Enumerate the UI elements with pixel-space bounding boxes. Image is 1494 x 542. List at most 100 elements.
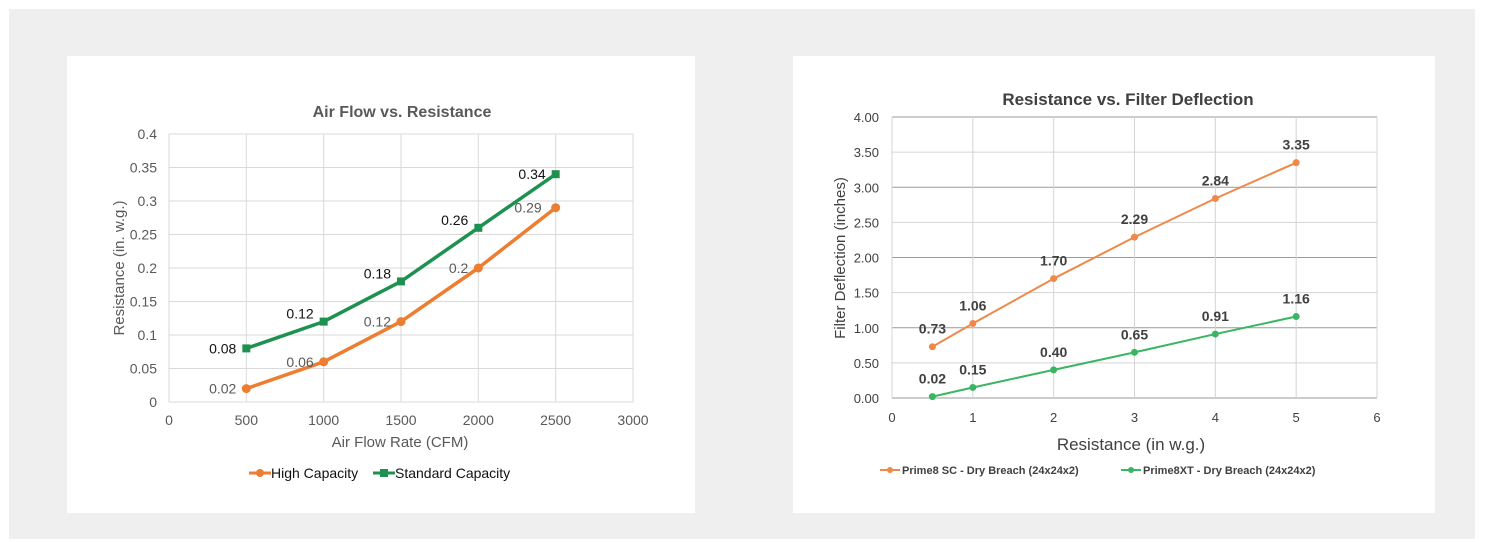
data-point-marker — [242, 344, 251, 353]
legend-label: Prime8 SC - Dry Breach (24x24x2) — [902, 465, 1079, 477]
series-lines — [928, 159, 1300, 401]
data-point-marker — [1211, 330, 1219, 338]
data-label: 0.12 — [364, 314, 391, 330]
y-tick-label: 0.3 — [138, 193, 158, 209]
data-label: 0.73 — [919, 321, 946, 337]
chart-title: Air Flow vs. Resistance — [313, 104, 492, 121]
y-tick-label: 2.50 — [854, 215, 879, 230]
page-background: Air Flow vs. Resistance 0 0.05 0.1 0.15 0.2 0… — [9, 9, 1475, 539]
data-label: 1.06 — [959, 298, 986, 314]
data-point-marker — [241, 384, 251, 394]
series-line-1 — [931, 161, 1297, 348]
airflow-resistance-chart: Air Flow vs. Resistance 00.050.10.150.20… — [111, 104, 649, 481]
grid — [168, 133, 634, 403]
data-labels: 0.02 0.06 0.12 0.2 0.29 0.08 0.12 0.18 0.26 0.34 — [209, 166, 546, 396]
y-tick-labels: 0.00 0.50 1.00 1.50 2.00 2.50 3.00 3.50 4.00 — [854, 110, 879, 406]
x-tick-label: 4 — [1212, 410, 1219, 425]
x-tick-label: 1000 — [308, 412, 339, 428]
data-point-marker — [1131, 348, 1138, 356]
x-tick-label: 2500 — [540, 412, 571, 428]
deflection-chart-card: Resistance vs. Filter Deflection 0.00 0.5… — [793, 56, 1435, 513]
y-tick-label: 0.1 — [138, 327, 158, 343]
y-tick-label: 3.00 — [854, 180, 879, 195]
y-tick-label: 0.05 — [130, 361, 157, 377]
legend-label: Standard Capacity — [395, 465, 510, 481]
x-tick-label: 1500 — [385, 412, 416, 428]
x-tick-label: 6 — [1373, 410, 1380, 425]
data-labels: 0.73 1.06 1.70 2.29 2.84 3.35 0.02 0.15 0.40 0.65… — [919, 137, 1310, 387]
data-point-marker — [1131, 233, 1138, 241]
y-axis-label: Filter Deflection (inches) — [832, 177, 849, 339]
chart-title: Resistance vs. Filter Deflection — [1002, 90, 1253, 109]
legend-label: High Capacity — [271, 465, 358, 481]
x-tick-labels: 0 1 2 3 4 5 6 — [888, 410, 1380, 425]
y-tick-label: 1.00 — [854, 321, 879, 336]
data-label: 0.65 — [1121, 326, 1148, 342]
legend: Prime8 SC - Dry Breach (24x24x2) Prime8XT… — [880, 465, 1316, 477]
y-axis-label: Resistance (in. w.g.) — [111, 200, 128, 335]
y-tick-label: 0.4 — [138, 126, 158, 142]
data-point-marker — [928, 343, 936, 351]
data-point-marker — [969, 383, 977, 391]
data-point-marker — [969, 320, 977, 328]
legend: High Capacity Standard Capacity — [249, 465, 510, 481]
series-line-2 — [932, 315, 1297, 398]
data-label: 0.91 — [1202, 308, 1229, 324]
x-tick-label: 1 — [969, 410, 976, 425]
y-tick-label: 0.2 — [138, 260, 158, 276]
x-axis-label: Air Flow Rate (CFM) — [332, 434, 469, 451]
data-label: 0.29 — [514, 200, 541, 216]
data-point-marker — [551, 203, 561, 213]
legend-marker — [380, 469, 388, 477]
legend-marker — [887, 467, 893, 473]
x-tick-label: 2 — [1050, 410, 1057, 425]
data-point-marker — [1292, 313, 1300, 321]
data-label: 0.02 — [919, 371, 946, 387]
x-tick-label: 2000 — [463, 412, 494, 428]
x-tick-label: 0 — [165, 412, 173, 428]
x-tick-label: 0 — [888, 410, 895, 425]
legend-marker — [1128, 467, 1134, 473]
data-label: 2.29 — [1121, 211, 1148, 227]
y-tick-label: 0.25 — [130, 227, 157, 243]
x-tick-label: 500 — [235, 412, 259, 428]
data-label: 0.34 — [518, 166, 545, 182]
data-point-marker — [319, 357, 329, 367]
data-label: 0.08 — [209, 340, 236, 356]
data-point-marker — [1211, 194, 1219, 202]
y-tick-label: 1.50 — [854, 286, 879, 301]
x-tick-label: 3000 — [617, 412, 648, 428]
legend-label: Prime8XT - Dry Breach (24x24x2) — [1143, 465, 1316, 477]
y-tick-label: 2.00 — [854, 251, 879, 266]
data-point-marker — [1050, 366, 1058, 374]
data-point-marker — [319, 317, 328, 326]
y-tick-labels: 0 0.05 0.1 0.15 0.2 0.25 0.3 0.35 0.4 — [130, 126, 157, 410]
legend-marker — [256, 469, 264, 477]
data-label: 0.15 — [959, 361, 986, 377]
data-point-marker — [474, 223, 483, 232]
x-tick-label: 3 — [1131, 410, 1138, 425]
y-tick-label: 3.50 — [854, 145, 879, 160]
y-tick-label: 0.35 — [130, 160, 157, 176]
resistance-deflection-chart: Resistance vs. Filter Deflection 0.00 0.5… — [832, 90, 1381, 477]
data-label: 0.02 — [209, 381, 236, 397]
y-tick-label: 0 — [149, 394, 157, 410]
y-tick-label: 0.00 — [854, 391, 879, 406]
data-point-marker — [1292, 159, 1300, 167]
data-point-marker — [473, 263, 483, 273]
x-axis-label: Resistance (in w.g.) — [1057, 435, 1205, 454]
data-label: 0.18 — [364, 265, 391, 281]
y-tick-label: 4.00 — [854, 110, 879, 125]
data-label: 2.84 — [1202, 172, 1229, 188]
x-tick-labels: 0 500 1000 1500 2000 2500 3000 — [165, 412, 649, 428]
data-label: 3.35 — [1283, 137, 1310, 153]
data-label: 1.70 — [1040, 253, 1067, 269]
data-point-marker — [1050, 275, 1058, 283]
series-lines — [241, 170, 561, 394]
airflow-chart-card: Air Flow vs. Resistance 0 0.05 0.1 0.15 0.2 0… — [67, 56, 695, 513]
y-tick-label: 0.15 — [130, 294, 157, 310]
grid — [891, 116, 1378, 399]
data-point-marker — [396, 317, 406, 327]
data-label: 1.16 — [1283, 291, 1310, 307]
data-point-marker — [928, 393, 936, 401]
